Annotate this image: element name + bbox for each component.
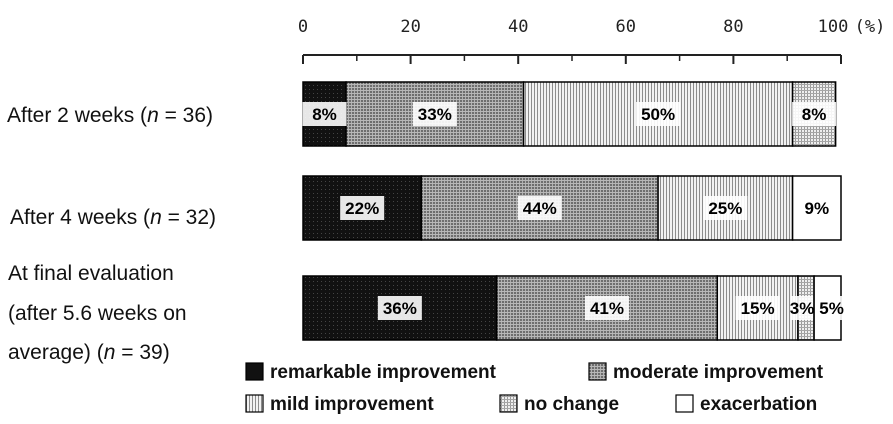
data-label-box <box>792 102 837 126</box>
data-label-box <box>584 296 629 320</box>
x-tick-label: 20 <box>400 17 420 37</box>
x-tick-label: 60 <box>616 17 636 37</box>
data-label: 15% <box>741 299 775 318</box>
data-label-box <box>517 196 562 220</box>
data-label: 25% <box>708 199 742 218</box>
data-label: 8% <box>312 105 337 124</box>
legend: remarkable improvement moderate improveme… <box>245 362 824 415</box>
legend-swatch <box>245 394 264 413</box>
data-label-box <box>340 196 385 220</box>
data-label: 33% <box>418 105 452 124</box>
row-label: (after 5.6 weeks on <box>8 302 187 325</box>
data-label-box <box>791 296 814 320</box>
x-tick-label: 100 <box>818 17 849 37</box>
legend-label: exacerbation <box>700 394 817 415</box>
x-unit-label: (%) <box>855 17 886 37</box>
data-label-box <box>412 102 457 126</box>
row-label: At final evaluation <box>8 262 174 285</box>
data-label-box <box>703 196 748 220</box>
legend-swatch <box>499 394 518 413</box>
data-label: 44% <box>523 199 557 218</box>
legend-label: no change <box>524 394 619 415</box>
x-axis: 0 20 40 60 80 100 (%) <box>298 17 885 64</box>
data-label: 36% <box>383 299 417 318</box>
legend-swatch <box>675 394 694 413</box>
x-tick-label: 40 <box>508 17 528 37</box>
data-label: 3% <box>790 299 815 318</box>
row-label: After 4 weeks (n = 32) <box>10 206 216 229</box>
x-tick-label: 0 <box>298 17 308 37</box>
data-label: 41% <box>590 299 624 318</box>
data-label: 5% <box>819 299 844 318</box>
data-label: 8% <box>802 105 827 124</box>
data-label-box <box>377 296 422 320</box>
data-label-box <box>636 102 681 126</box>
row-label: After 2 weeks (n = 36) <box>7 104 213 127</box>
legend-swatch <box>245 362 264 381</box>
x-tick-label: 80 <box>723 17 743 37</box>
legend-swatch <box>588 362 607 381</box>
row-label: average) (n = 39) <box>8 341 170 364</box>
data-label-box <box>794 196 839 220</box>
bar-segment <box>522 81 794 147</box>
data-label: 50% <box>641 105 675 124</box>
data-label-box <box>735 296 780 320</box>
data-label: 9% <box>805 199 830 218</box>
data-label-box <box>302 102 347 126</box>
legend-label: moderate improvement <box>613 362 824 383</box>
data-label: 22% <box>345 199 379 218</box>
legend-label: mild improvement <box>270 394 434 415</box>
data-label-box <box>820 296 843 320</box>
legend-label: remarkable improvement <box>270 362 497 383</box>
